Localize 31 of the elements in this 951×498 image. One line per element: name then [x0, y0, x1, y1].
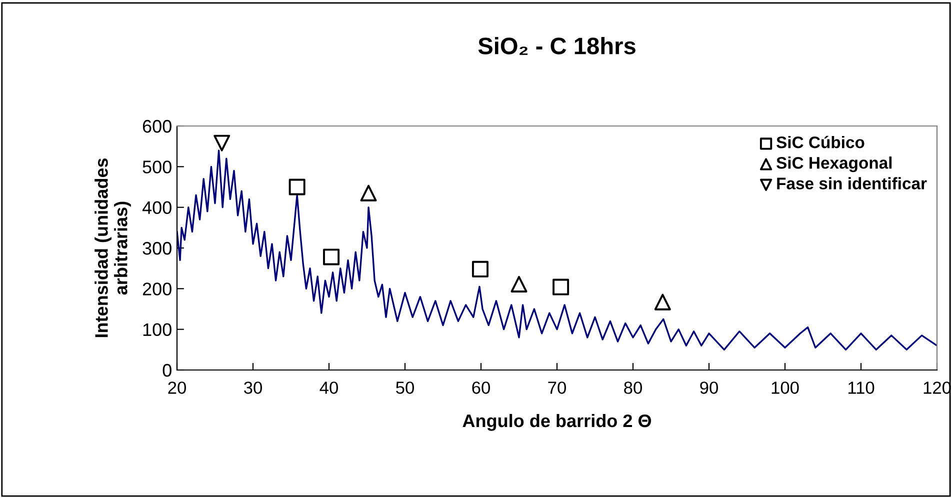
x-tick-label: 20 [168, 382, 186, 394]
point [654, 294, 671, 310]
x-tick-label: 30 [244, 382, 262, 394]
y-tick-label: 200 [142, 282, 172, 296]
legend-label: SiC Hexagonal [776, 156, 892, 172]
point [510, 276, 528, 292]
y-tick-label: 0 [162, 364, 172, 377]
x-tick-label: 60 [472, 382, 490, 394]
x-tick-label: 50 [396, 382, 414, 394]
point [214, 134, 230, 152]
x-axis-title: Angulo de barrido 2 Θ [462, 414, 652, 431]
legend-label: Fase sin identificar [777, 177, 927, 190]
chart-title: SiO₂ - C 18hrs [478, 36, 636, 55]
point [552, 278, 570, 296]
x-tick-label: 110 [848, 382, 874, 394]
point [360, 184, 377, 202]
y-tick-label: 400 [142, 201, 172, 214]
x-tick-label: 90 [700, 382, 718, 394]
point [472, 260, 488, 278]
y-tick-label: 600 [142, 120, 172, 133]
x-tick-label: 40 [320, 382, 338, 394]
y-axis-title: Intensidad (unidades arbitrarias) [94, 158, 131, 338]
x-tick-label: 70 [548, 382, 566, 394]
x-tick-label: 100 [772, 382, 799, 394]
y-tick-label: 100 [143, 323, 172, 336]
y-tick-label: 500 [142, 160, 172, 174]
y-tick-label: 300 [142, 242, 172, 255]
point [288, 178, 306, 196]
x-tick-label: 80 [624, 382, 642, 394]
legend-label: SiC Cúbico [776, 136, 864, 148]
point [323, 248, 340, 266]
